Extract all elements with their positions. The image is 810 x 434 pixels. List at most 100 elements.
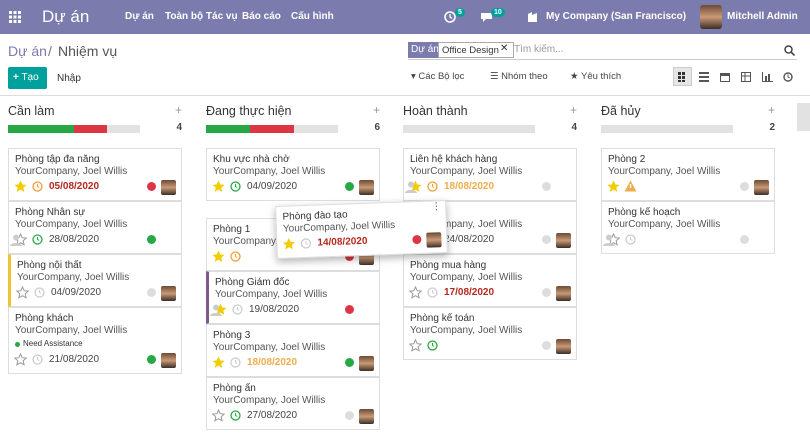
user-name[interactable]: Mitchell Admin [727,11,798,22]
task-card[interactable]: Liên hệ khách hàng YourCompany, Joel Will… [403,148,577,201]
facet-value: Office Design [438,42,514,58]
deadline: 05/08/2020 [49,181,100,192]
search-placeholder[interactable]: Tìm kiếm... [514,44,564,55]
task-name: Khu vực nhà chờ [213,154,290,165]
task-card[interactable]: Phòng Giám đốc YourCompany, Joel Willis 19… [206,271,380,324]
deadline: 21/08/2020 [49,354,100,365]
star [212,356,225,368]
column-add[interactable]: + [373,103,381,117]
create-button[interactable]: + Tạo [8,67,47,89]
view-list[interactable] [699,72,709,82]
message-icon[interactable] [480,11,493,23]
activity-icon[interactable] [444,11,456,23]
kanban-state[interactable] [345,411,354,420]
task-card[interactable]: Phòng kế toán YourCompany, Joel Willis [403,307,577,360]
kanban-state[interactable] [542,182,551,191]
user-avatar[interactable] [700,5,722,29]
activity-clock [230,181,241,192]
deadline: 24/08/2020 [444,234,495,245]
task-customer: YourCompany, Joel Willis [213,166,326,177]
task-customer: YourCompany, Joel Willis [410,325,523,336]
task-card[interactable]: Khu vực nhà chờ YourCompany, Joel Willis 0… [206,148,380,201]
menu[interactable]: Cấu hình [291,11,334,22]
task-name: Phòng 3 [213,330,251,341]
task-customer: YourCompany, Joel Willis [15,166,128,177]
groupby-menu[interactable]: ☰ Nhóm theo [490,71,548,82]
view-activity[interactable] [783,72,793,82]
kanban-state[interactable] [542,235,551,244]
kanban-state[interactable] [345,182,354,191]
kanban-state[interactable] [740,182,749,191]
activity-clock [232,304,243,315]
task-card[interactable]: Phòng đào tạo YourCompany, Joel Willis 14/… [275,200,448,259]
activity-clock [427,340,438,351]
deadline: 17/08/2020 [444,287,495,298]
scrollbar[interactable] [797,103,810,131]
column-count: 6 [374,122,380,133]
kanban-state[interactable] [345,305,354,314]
column-add[interactable]: + [175,103,183,117]
activity-clock [625,234,636,245]
assignee-avatar [556,286,571,301]
column-title: Hoàn thành [403,104,468,118]
activity-clock [300,238,312,249]
kanban-state[interactable] [147,235,156,244]
deadline: 14/08/2020 [317,235,368,249]
task-card[interactable]: Phòng 3 YourCompany, Joel Willis 18/08/202… [206,324,380,377]
favorites-menu[interactable]: ★ Yêu thích [570,71,622,82]
kanban-state[interactable] [542,288,551,297]
activity-clock [230,357,241,368]
task-card[interactable]: Phòng mua hàng YourCompany, Joel Willis 17… [403,254,577,307]
column-add[interactable]: + [768,103,776,117]
view-kanban[interactable] [673,67,692,86]
task-card[interactable]: Phòng tập đa năng YourCompany, Joel Willi… [8,148,182,201]
activity-clock [32,234,43,245]
activity-badge: 5 [455,8,465,17]
task-card[interactable]: Phòng khách YourCompany, Joel Willis Need … [8,307,182,374]
kanban-state[interactable] [147,355,156,364]
assignee-avatar [754,180,769,195]
menu[interactable]: Dự án [125,11,154,22]
task-card[interactable]: Phòng Nhân sự YourCompany, Joel Willis 28/… [8,201,182,254]
view-graph[interactable] [762,72,773,82]
view-calendar[interactable] [720,72,730,82]
search-icon[interactable] [784,45,795,56]
kanban-state[interactable] [412,234,422,245]
task-customer: YourCompany, Joel Willis [215,289,328,300]
task-card[interactable]: Phòng kế hoạch YourCompany, Joel Willis [601,201,775,254]
task-card[interactable]: Phòng ấn YourCompany, Joel Willis 27/08/20… [206,377,380,430]
kanban-state[interactable] [147,288,156,297]
company[interactable]: My Company (San Francisco) [546,11,687,22]
assignee-placeholder [210,304,222,316]
column-count: 4 [176,122,182,133]
view-pivot[interactable] [741,72,751,82]
kanban-state[interactable] [740,235,749,244]
task-name: Phòng 2 [608,154,646,165]
activity-clock [230,410,241,421]
kanban-state[interactable] [542,341,551,350]
task-card[interactable]: Phòng 2 YourCompany, Joel Willis [601,148,775,201]
kanban-state[interactable] [147,182,156,191]
filter-menu[interactable]: ▾ Các Bộ lọc [411,71,465,82]
search-bar[interactable]: Dự án Office Design ✕ Tìm kiếm... [408,41,797,60]
activity-clock [34,287,45,298]
card-menu[interactable]: ⋮ [431,201,442,213]
task-customer: YourCompany, Joel Willis [213,395,326,406]
navbar: Dự án Dự án Toàn bộ Tác vụ Báo cáo Cấu h… [0,0,810,34]
column-add[interactable]: + [570,103,578,117]
app-name[interactable]: Dự án [42,7,90,26]
apps-icon[interactable] [9,11,21,23]
breadcrumb-link[interactable]: Dự án [8,43,47,59]
facet-remove[interactable]: ✕ [500,43,509,54]
activity-clock [427,181,438,192]
kanban-state[interactable] [345,358,354,367]
assignee-avatar [426,232,442,248]
menu[interactable]: Toàn bộ Tác vụ [165,11,238,22]
kanban-state[interactable] [345,252,354,261]
task-card[interactable]: Phòng nội thất YourCompany, Joel Willis 04… [8,254,182,307]
menu[interactable]: Báo cáo [242,11,281,22]
company-icon [528,12,537,22]
import-button[interactable]: Nhập [57,73,81,84]
activity-warning [624,180,637,192]
